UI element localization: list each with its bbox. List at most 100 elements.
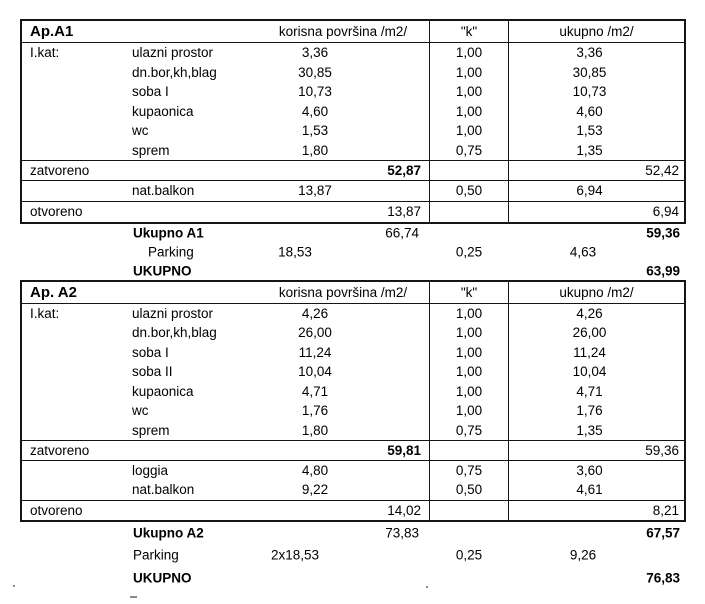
empty-cell [22,102,132,122]
room-total: 4,71 [576,383,603,399]
table-ap-a2: Ap. A2 korisna površina /m2/ "k" ukupno … [20,279,686,522]
room-name: dn.bor,kh,blag [132,64,217,80]
room-k: 1,00 [429,401,509,421]
room-total: 10,04 [572,364,607,380]
parking-k: 0,25 [455,547,483,563]
subtotal-area: 73,83 [385,525,419,541]
table-row: dn.bor,kh,blag 26,00 1,00 26,00 [22,323,684,343]
room-total: 10,73 [572,84,607,100]
column-header-k: "k" [429,281,509,303]
room-area: 1,53 [301,123,329,139]
room-k: 0,75 [429,420,509,440]
room-k: 1,00 [429,303,509,323]
subtotal-row-a2: Ukupno A2 73,83 67,57 [20,522,686,544]
room-area: 9,22 [301,482,329,498]
otvoreno-total: 6,94 [652,204,679,220]
column-header-ukupno: ukupno /m2/ [559,284,634,300]
room-name: soba I [132,344,169,360]
room-name: nat.balkon [132,183,195,199]
parking-area: 18,53 [278,244,312,259]
table-row: wc 1,53 1,00 1,53 [22,121,684,141]
table-row: nat.balkon 9,22 0,50 4,61 [22,480,684,500]
room-total: 11,24 [573,344,606,360]
parking-total: 4,63 [569,244,597,259]
room-area: 4,71 [301,383,329,399]
zatvoreno-total: 59,36 [645,442,679,458]
zatvoreno-row: zatvoreno 59,81 59,36 [22,440,684,461]
area-calculation-sheet: Ap.A1 korisna površina /m2/ "k" ukupno /… [20,19,686,590]
empty-cell [22,181,132,202]
room-name: wc [132,403,149,419]
empty-cell [22,362,132,382]
table-row: nat.balkon 13,87 0,50 6,94 [22,180,684,202]
otvoreno-label: otvoreno [30,502,83,518]
room-name: wc [132,123,149,139]
column-header-ukupno: ukupno /m2/ [559,24,634,39]
table-row: I.kat: ulazni prostor 4,26 1,00 4,26 [22,303,684,323]
room-k: 1,00 [429,43,509,63]
room-name: kupaonica [132,383,194,399]
zatvoreno-area: 59,81 [387,442,421,458]
zatvoreno-total: 52,42 [645,162,679,178]
room-area: 26,00 [298,325,332,341]
section-title-a1: Ap.A1 [30,23,74,40]
table-row: wc 1,76 1,00 1,76 [22,401,684,421]
parking-area: 2x18,53 [270,547,320,563]
floor-label: I.kat: [30,305,60,321]
table-ap-a1: Ap.A1 korisna površina /m2/ "k" ukupno /… [20,19,686,224]
zatvoreno-label: zatvoreno [30,162,90,178]
room-k: 0,75 [429,140,509,160]
empty-cell [22,461,132,481]
room-total: 3,60 [576,462,603,478]
column-header-korisna: korisna površina /m2/ [278,284,408,300]
empty-cell [22,401,132,421]
room-name: sprem [132,142,170,158]
otvoreno-area: 13,87 [387,204,421,220]
room-total: 1,35 [576,142,603,158]
otvoreno-total: 8,21 [652,502,679,518]
room-total: 4,60 [576,103,603,119]
room-k: 1,00 [429,342,509,362]
room-area: 4,80 [301,462,329,478]
table-row: soba I 10,73 1,00 10,73 [22,82,684,102]
room-total: 30,85 [572,64,607,80]
room-k: 0,75 [429,460,509,480]
grand-total-label: UKUPNO [133,263,192,278]
parking-label: Parking [148,244,194,259]
parking-total: 9,26 [569,547,597,563]
empty-cell [429,500,509,520]
empty-cell [429,202,509,222]
section-title-a2: Ap. A2 [30,283,77,301]
otvoreno-label: otvoreno [30,204,83,220]
subtotal-total: 67,57 [646,525,680,541]
room-area: 13,87 [298,183,332,199]
room-k: 1,00 [429,362,509,382]
empty-cell [429,161,509,180]
empty-cell [22,63,132,83]
zatvoreno-area: 52,87 [387,162,421,178]
subtotal-label: Ukupno A2 [133,525,204,541]
room-name: soba I [132,84,169,100]
room-area: 30,85 [298,64,332,80]
room-area: 4,26 [301,305,329,321]
room-k: 1,00 [429,323,509,343]
room-name: soba II [132,364,173,380]
room-name: dn.bor,kh,blag [132,325,217,341]
room-k: 1,00 [429,62,509,82]
table-header-row: Ap.A1 korisna površina /m2/ "k" ukupno /… [22,21,684,43]
subtotal-total: 59,36 [646,225,680,240]
table-row: dn.bor,kh,blag 30,85 1,00 30,85 [22,62,684,83]
grand-total-value: 63,99 [646,263,680,278]
parking-label: Parking [133,547,179,563]
room-area: 10,73 [298,84,332,100]
table-row: kupaonica 4,71 1,00 4,71 [22,381,684,401]
table-row: I.kat: ulazni prostor 3,36 1,00 3,36 [22,43,684,63]
room-total: 3,36 [576,45,603,61]
table-row: loggia 4,80 0,75 3,60 [22,460,684,481]
table-row: soba I 11,24 1,00 11,24 [22,342,684,362]
room-k: 0,50 [429,180,509,201]
otvoreno-row: otvoreno 14,02 8,21 [22,499,684,520]
empty-cell [22,480,132,500]
zatvoreno-row: zatvoreno 52,87 52,42 [22,160,684,181]
